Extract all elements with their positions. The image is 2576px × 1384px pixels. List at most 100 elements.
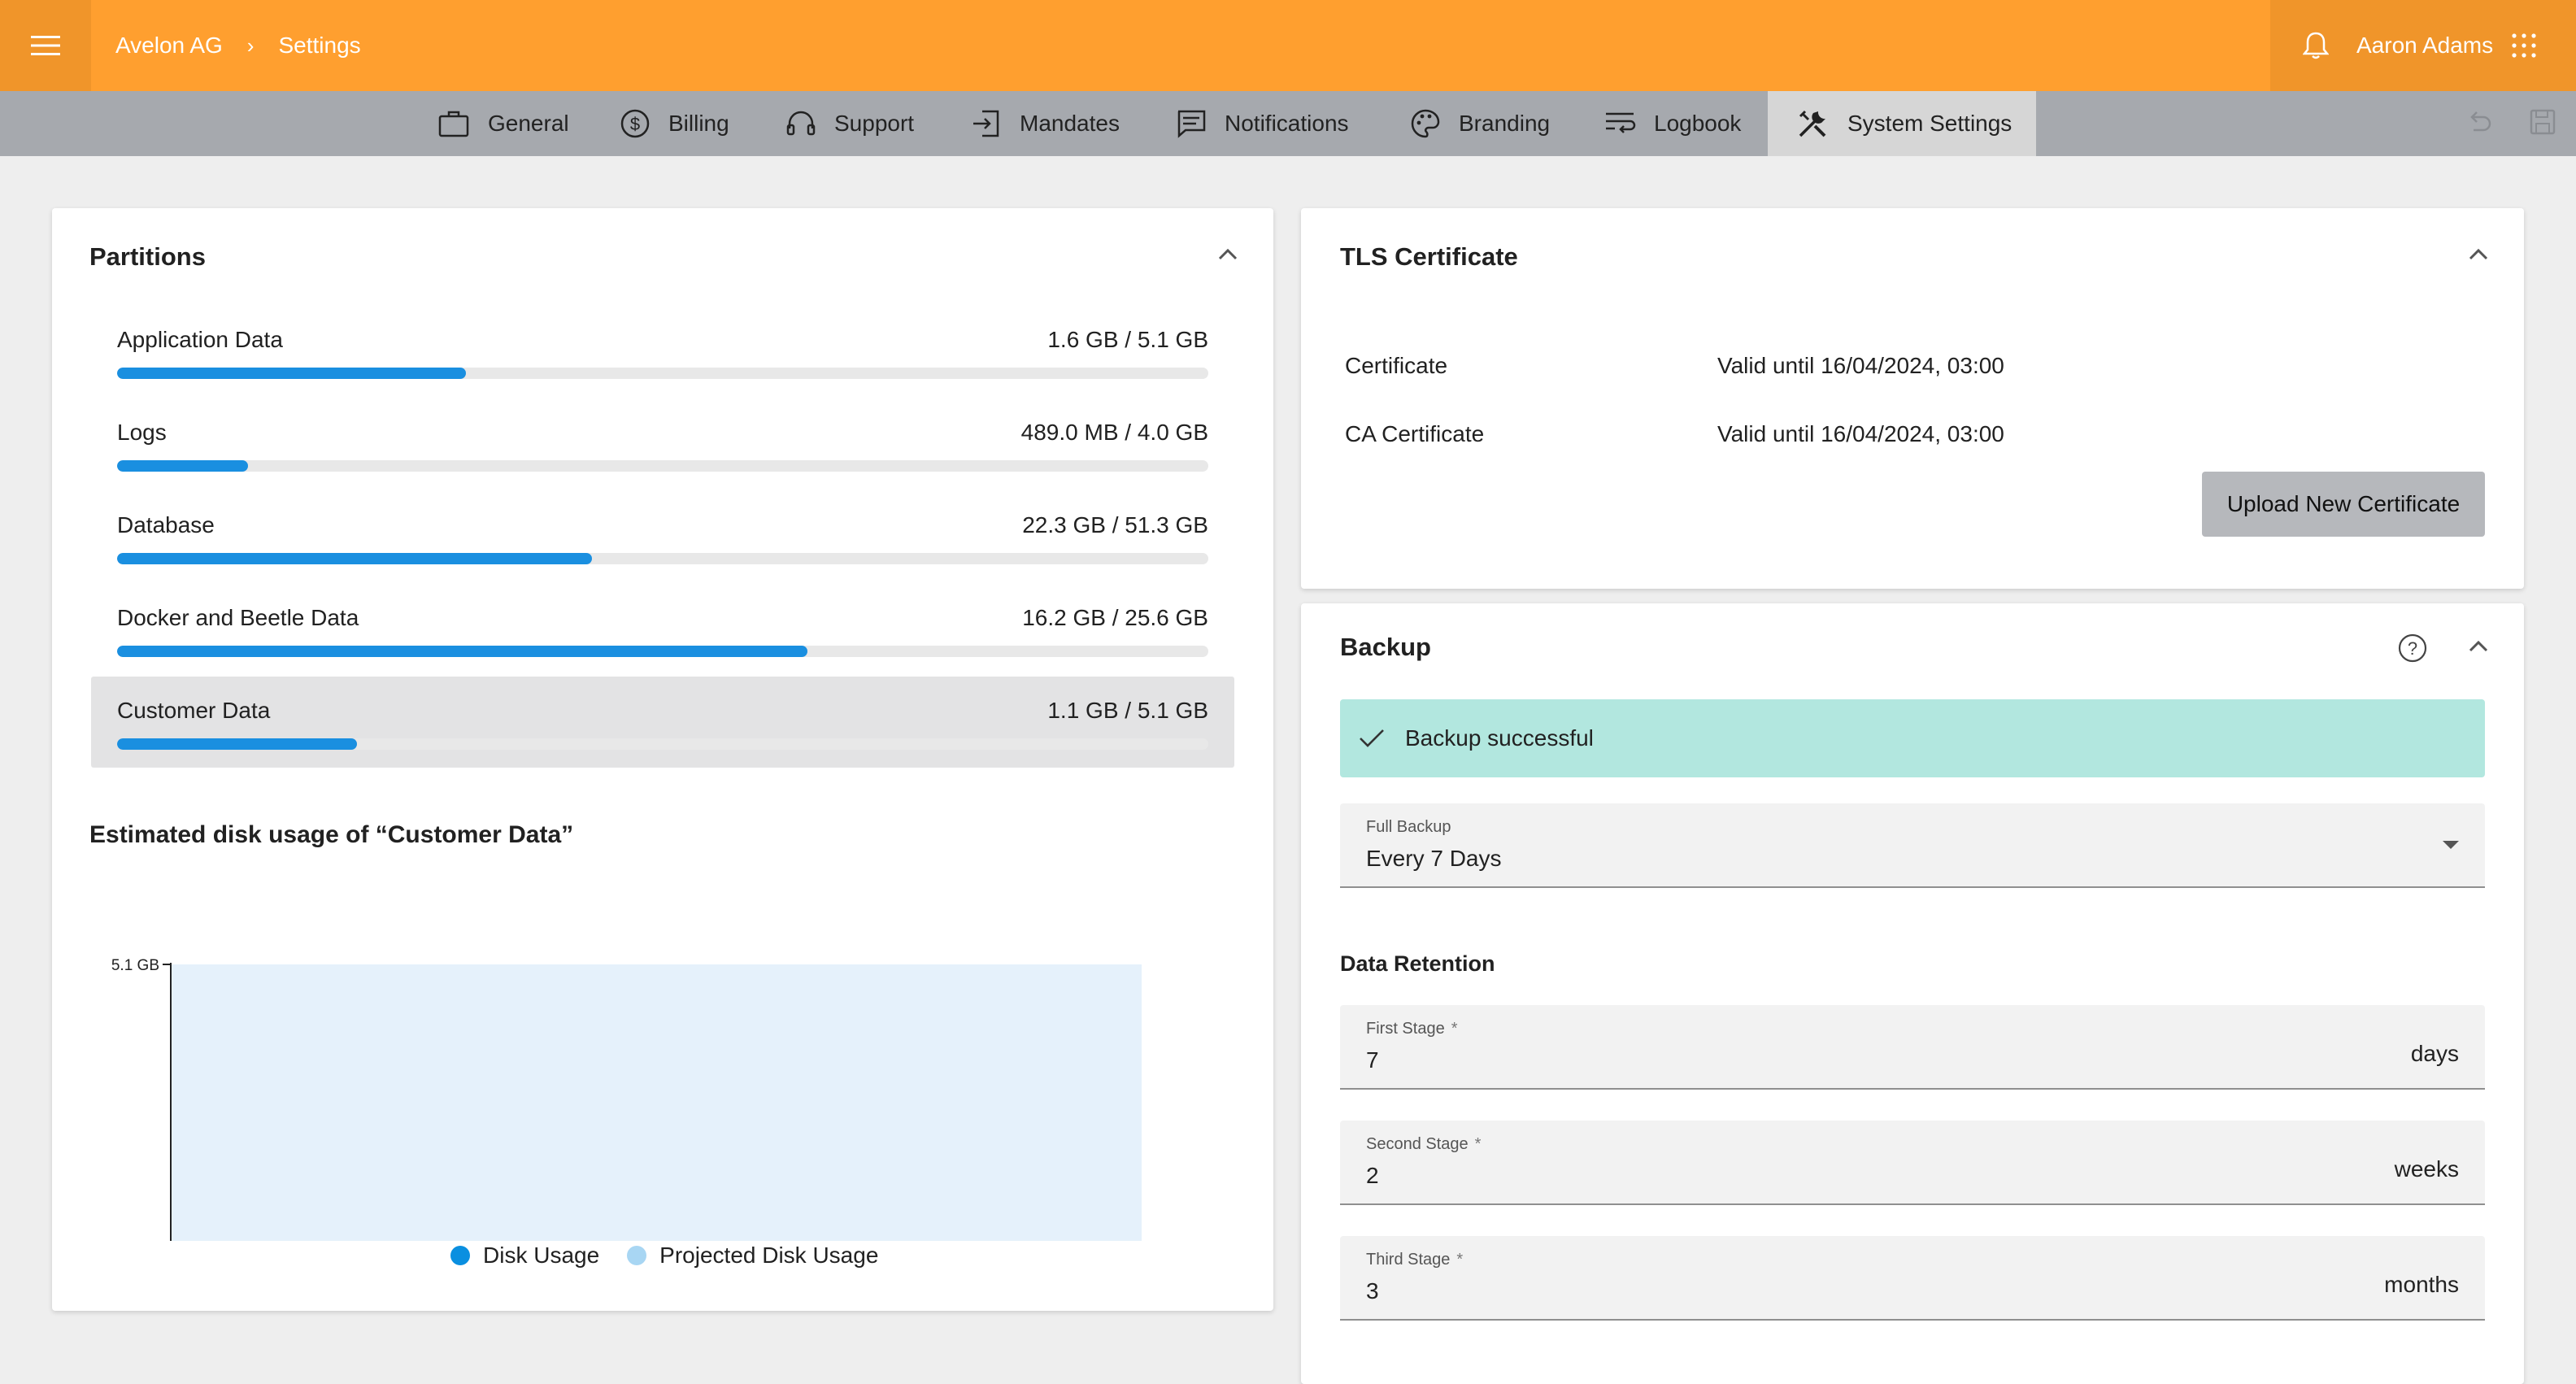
breadcrumb-current: Settings (278, 33, 361, 58)
tab-label: Notifications (1225, 111, 1349, 136)
chevron-up-icon[interactable] (1216, 246, 1239, 263)
second-stage-field[interactable]: Second Stage * 2 weeks (1340, 1121, 2485, 1205)
tab-logbook[interactable]: Logbook (1603, 91, 1741, 156)
partition-usage-bar (117, 738, 1208, 750)
certificate-label: Certificate (1345, 353, 1448, 378)
disk-usage-chart: 5.1 GB0.0 GB15/11/202311/08/2024 (111, 957, 1142, 1241)
partition-usage-bar (117, 553, 1208, 564)
logbook-icon (1606, 112, 1636, 133)
capacity-area (171, 964, 1142, 1241)
backup-card: Backup ? Backup successful Full Backup E… (1301, 603, 2524, 1384)
data-retention-title: Data Retention (1340, 951, 1495, 976)
first-stage-value[interactable]: 7 (1366, 1047, 1379, 1073)
chart-title: Estimated disk usage of “Customer Data” (89, 821, 574, 848)
menu-button[interactable] (0, 0, 91, 91)
check-icon (1360, 729, 1384, 747)
legend-label-disk-usage: Disk Usage (483, 1243, 600, 1268)
partition-value: 489.0 MB / 4.0 GB (1020, 420, 1208, 445)
user-name[interactable]: Aaron Adams (2356, 33, 2494, 58)
backup-title: Backup (1340, 633, 1431, 661)
tab-support[interactable]: Support (785, 91, 914, 156)
partition-row-database[interactable]: Database 22.3 GB / 51.3 GB (91, 491, 1234, 582)
partition-usage-bar (117, 646, 1208, 657)
chart-legend: Disk Usage Projected Disk Usage (450, 1243, 878, 1269)
second-stage-unit: weeks (2394, 1156, 2459, 1182)
tools-icon (1799, 110, 1826, 137)
bell-icon[interactable] (2303, 31, 2329, 60)
ca-certificate-value: Valid until 16/04/2024, 03:00 (1717, 421, 2004, 446)
partition-row-logs[interactable]: Logs 489.0 MB / 4.0 GB (91, 398, 1234, 490)
second-stage-value[interactable]: 2 (1366, 1163, 1379, 1188)
headset-icon (786, 111, 816, 136)
third-stage-unit: months (2384, 1272, 2459, 1297)
partition-label: Application Data (117, 327, 283, 352)
tab-label: Support (834, 111, 915, 136)
partition-usage-fill (117, 368, 467, 379)
partition-value: 22.3 GB / 51.3 GB (1022, 512, 1208, 537)
partition-row-application-data[interactable]: Application Data 1.6 GB / 5.1 GB (91, 306, 1234, 397)
tab-label: Billing (668, 111, 729, 136)
partition-label: Database (117, 512, 215, 537)
third-stage-field[interactable]: Third Stage * 3 months (1340, 1236, 2485, 1321)
undo-icon[interactable] (2467, 107, 2493, 137)
tab-notifications[interactable]: Notifications (1176, 91, 1349, 156)
legend-label-projected: Projected Disk Usage (659, 1243, 879, 1268)
help-icon[interactable]: ? (2397, 633, 2428, 664)
breadcrumb: Avelon AG › Settings (115, 0, 361, 91)
full-backup-select[interactable]: Full Backup Every 7 Days (1340, 803, 2485, 888)
message-icon (1177, 110, 1206, 138)
dollar-icon: $ (620, 109, 650, 138)
tab-label: Mandates (1020, 111, 1120, 136)
first-stage-label: First Stage * (1366, 1020, 1458, 1038)
breadcrumb-company[interactable]: Avelon AG (115, 33, 223, 58)
partition-value: 16.2 GB / 25.6 GB (1022, 605, 1208, 630)
partition-usage-fill (117, 646, 808, 657)
chevron-up-icon[interactable] (2467, 246, 2490, 263)
partition-value: 1.1 GB / 5.1 GB (1047, 698, 1208, 723)
chevron-up-icon[interactable] (2467, 638, 2490, 655)
partition-usage-fill (117, 738, 358, 750)
full-backup-value: Every 7 Days (1366, 846, 1502, 871)
user-area: Aaron Adams (2270, 0, 2576, 91)
tab-label: System Settings (1847, 111, 2012, 136)
tab-label: General (488, 111, 569, 136)
tab-branding[interactable]: Branding (1410, 91, 1550, 156)
partition-row-customer-data[interactable]: Customer Data 1.1 GB / 5.1 GB (91, 677, 1234, 768)
partition-row-docker-beetle-data[interactable]: Docker and Beetle Data 16.2 GB / 25.6 GB (91, 584, 1234, 675)
tab-billing[interactable]: $ Billing (620, 91, 729, 156)
legend-swatch-projected (627, 1246, 647, 1265)
partition-label: Logs (117, 420, 167, 445)
svg-text:?: ? (2408, 638, 2417, 659)
dropdown-arrow-icon (2443, 841, 2459, 849)
third-stage-label: Third Stage * (1366, 1251, 1464, 1269)
breadcrumb-separator: › (246, 33, 255, 58)
tls-title: TLS Certificate (1340, 242, 1518, 271)
partitions-title: Partitions (89, 242, 206, 271)
partition-value: 1.6 GB / 5.1 GB (1047, 327, 1208, 352)
tab-system-settings[interactable]: System Settings (1768, 91, 2036, 156)
partitions-card: Partitions Application Data 1.6 GB / 5.1… (52, 208, 1273, 1311)
upload-certificate-button[interactable]: Upload New Certificate (2202, 472, 2485, 537)
tab-mandates[interactable]: Mandates (971, 91, 1120, 156)
tab-general[interactable]: General (437, 91, 569, 156)
partition-usage-fill (117, 460, 249, 472)
partition-usage-bar (117, 368, 1208, 379)
partition-label: Customer Data (117, 698, 271, 723)
hamburger-icon (31, 36, 60, 55)
tab-label: Logbook (1654, 111, 1742, 136)
partition-label: Docker and Beetle Data (117, 605, 359, 630)
partition-usage-fill (117, 553, 592, 564)
backup-status-text: Backup successful (1405, 725, 1594, 751)
apps-grid-icon[interactable] (2511, 33, 2537, 59)
third-stage-value[interactable]: 3 (1366, 1278, 1379, 1303)
legend-swatch-disk-usage (450, 1246, 470, 1265)
palette-icon (1411, 109, 1440, 138)
svg-text:$: $ (630, 114, 640, 134)
full-backup-label: Full Backup (1366, 818, 1451, 836)
second-stage-label: Second Stage * (1366, 1135, 1482, 1153)
certificate-value: Valid until 16/04/2024, 03:00 (1717, 353, 2004, 378)
save-icon[interactable] (2529, 107, 2556, 137)
backup-status-alert: Backup successful (1340, 699, 2485, 777)
ca-certificate-label: CA Certificate (1345, 421, 1485, 446)
first-stage-field[interactable]: First Stage * 7 days (1340, 1005, 2485, 1090)
